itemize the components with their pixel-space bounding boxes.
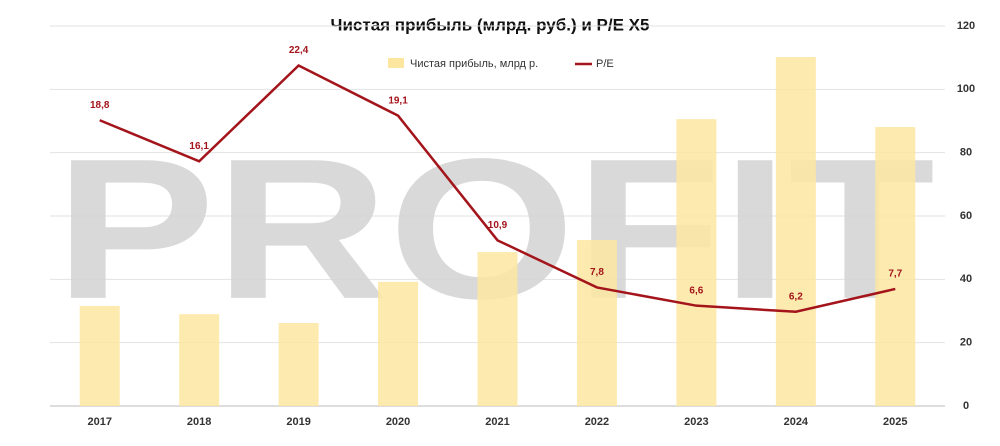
data-label: 7,8	[590, 267, 604, 278]
bar	[875, 127, 916, 407]
bar	[775, 57, 816, 407]
bar	[278, 323, 319, 406]
y-tick-label: 0	[963, 400, 969, 412]
data-label: 19,1	[388, 95, 408, 106]
x-tick-label: 2018	[187, 416, 211, 428]
x-tick-label: 2021	[485, 416, 509, 428]
x-tick-label: 2023	[684, 416, 708, 428]
x-tick-label: 2017	[87, 416, 111, 428]
bar	[676, 119, 717, 406]
data-label: 22,4	[289, 45, 309, 56]
legend-swatch	[388, 58, 404, 68]
bar	[79, 305, 120, 406]
data-label: 18,8	[90, 100, 110, 111]
legend-label: P/E	[596, 58, 614, 70]
y-tick-label: 80	[960, 147, 972, 159]
y-tick-label: 40	[960, 273, 972, 285]
y-tick-label: 120	[957, 20, 975, 32]
x-tick-label: 2020	[386, 416, 410, 428]
y-tick-label: 20	[960, 337, 972, 349]
data-label: 16,1	[189, 141, 209, 152]
bar	[179, 314, 220, 406]
data-label: 7,7	[888, 269, 902, 280]
legend-label: Чистая прибыль, млрд р.	[410, 58, 538, 70]
bar	[378, 281, 419, 406]
x-tick-label: 2025	[883, 416, 907, 428]
y-tick-label: 100	[957, 83, 975, 95]
line	[99, 64, 896, 314]
bar	[477, 252, 518, 406]
data-label: 10,9	[488, 220, 508, 231]
bar	[576, 240, 617, 406]
x-tick-label: 2024	[784, 416, 809, 428]
chart-title: Чистая прибыль (млрд. руб.) и P/E X5	[331, 15, 650, 34]
x-tick-label: 2022	[585, 416, 609, 428]
data-label: 6,2	[789, 291, 803, 302]
data-label: 6,6	[689, 285, 703, 296]
x-tick-label: 2019	[286, 416, 310, 428]
y-tick-label: 60	[960, 210, 972, 222]
